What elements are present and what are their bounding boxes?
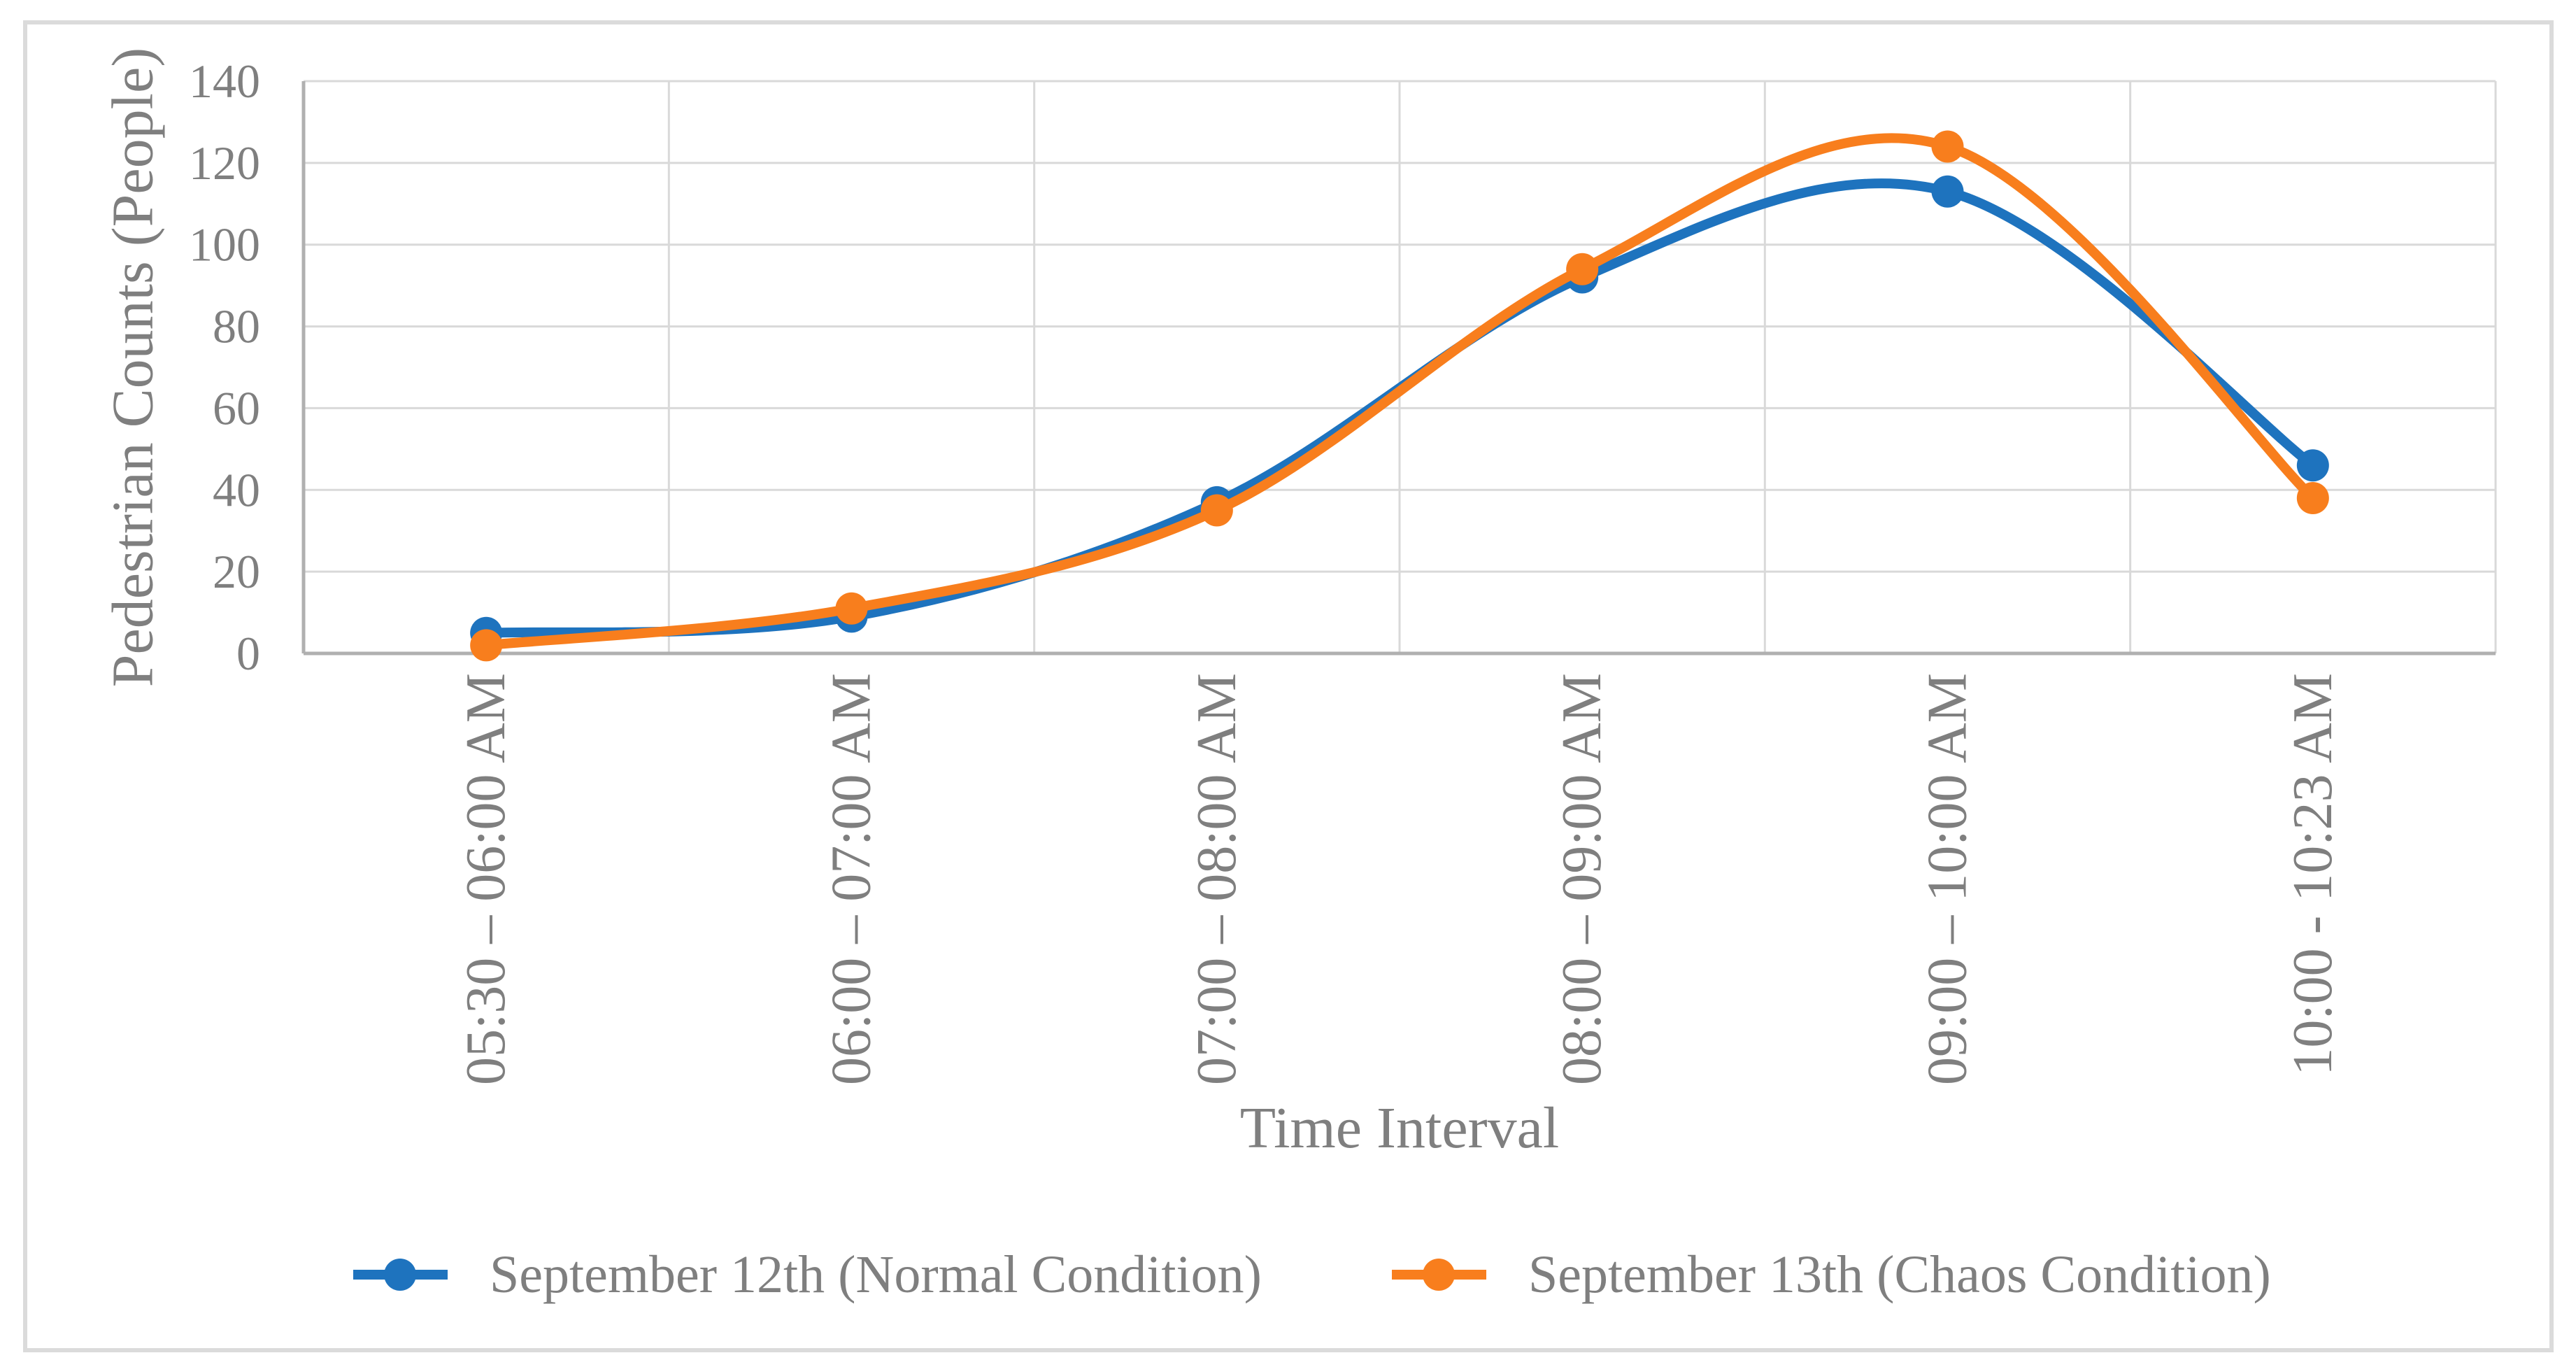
y-tick-label: 80 xyxy=(213,300,260,353)
x-tick-label: 08:00 – 09:00 AM xyxy=(1551,673,1613,1085)
y-tick-label: 40 xyxy=(213,463,260,516)
y-tick-label: 120 xyxy=(189,136,260,190)
x-tick-label: 06:00 – 07:00 AM xyxy=(821,673,883,1085)
legend-label-series-1: September 12th (Normal Condition) xyxy=(490,1245,1262,1304)
x-axis-title: Time Interval xyxy=(1240,1096,1560,1161)
x-tick-label: 09:00 – 10:00 AM xyxy=(1917,673,1979,1085)
legend-label-series-2: September 13th (Chaos Condition) xyxy=(1528,1245,2271,1304)
data-point-marker-series-2 xyxy=(470,629,503,662)
data-point-marker-series-1 xyxy=(2296,449,2329,482)
data-point-marker-series-2 xyxy=(1200,494,1233,527)
series-lines xyxy=(470,130,2329,662)
figure-border xyxy=(23,20,2554,1352)
y-tick-label: 0 xyxy=(236,627,260,680)
data-point-marker-series-2 xyxy=(2296,481,2329,514)
y-tick-label: 140 xyxy=(189,55,260,108)
y-axis-tick-labels: 0 20 40 60 80 100 120 140 xyxy=(189,55,260,680)
y-axis-title: Pedestrian Counts (People) xyxy=(101,48,166,688)
x-axis-tick-labels: 05:30 – 06:00 AM 06:00 – 07:00 AM 07:00 – … xyxy=(455,673,2344,1085)
data-point-marker-series-2 xyxy=(1566,253,1599,285)
y-tick-label: 60 xyxy=(213,381,260,434)
legend: September 12th (Normal Condition) Septem… xyxy=(353,1245,2271,1304)
series-line-2 xyxy=(481,133,2318,651)
y-tick-label: 20 xyxy=(213,545,260,598)
y-tick-label: 100 xyxy=(189,218,260,271)
legend-marker-series-1 xyxy=(384,1259,416,1291)
data-point-marker-series-1 xyxy=(1931,175,1964,208)
gridlines xyxy=(304,80,2497,655)
x-tick-label: 05:30 – 06:00 AM xyxy=(455,673,517,1085)
data-point-marker-series-2 xyxy=(835,592,868,625)
data-point-marker-series-2 xyxy=(1931,130,1964,163)
x-tick-label: 07:00 – 08:00 AM xyxy=(1186,673,1248,1085)
axes xyxy=(301,81,2496,656)
legend-marker-series-2 xyxy=(1423,1259,1455,1291)
x-tick-label: 10:00 - 10:23 AM xyxy=(2282,673,2344,1076)
